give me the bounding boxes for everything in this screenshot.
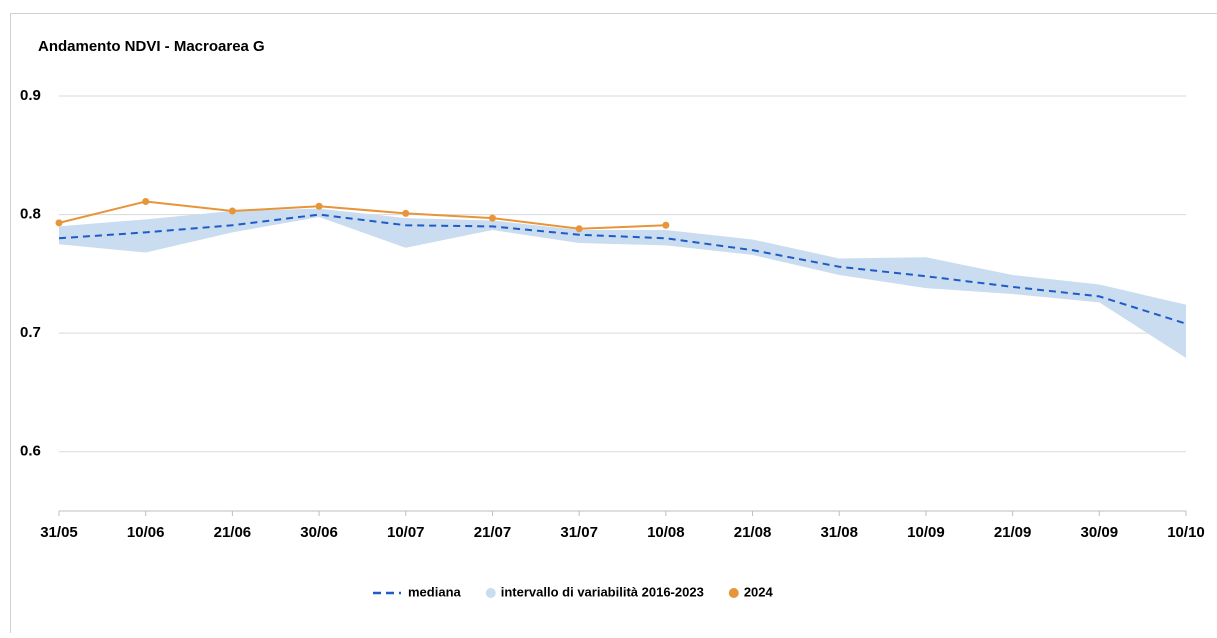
point <box>229 208 236 215</box>
legend-label: 2024 <box>744 584 774 599</box>
point <box>402 210 409 217</box>
point <box>662 222 669 229</box>
x-tick-label: 21/07 <box>474 524 512 541</box>
legend-label: intervallo di variabilità 2016-2023 <box>501 584 704 599</box>
chart-title: Andamento NDVI - Macroarea G <box>38 38 265 55</box>
y-tick-label: 0.6 <box>20 443 41 460</box>
legend-swatch <box>729 588 739 598</box>
point <box>56 219 63 226</box>
x-tick-label: 30/06 <box>300 524 338 541</box>
x-tick-label: 21/09 <box>994 524 1032 541</box>
point <box>576 225 583 232</box>
point <box>142 198 149 205</box>
x-tick-label: 31/07 <box>560 524 598 541</box>
x-tick-label: 21/08 <box>734 524 772 541</box>
x-tick-label: 10/07 <box>387 524 425 541</box>
x-tick-label: 10/08 <box>647 524 685 541</box>
legend-label: mediana <box>408 584 462 599</box>
y-tick-label: 0.7 <box>20 324 41 341</box>
x-tick-label: 21/06 <box>214 524 252 541</box>
x-tick-label: 10/09 <box>907 524 945 541</box>
legend: mediana intervallo di variabilità 2016-20… <box>373 584 774 599</box>
x-tick-label: 31/08 <box>820 524 858 541</box>
x-tick-label: 10/06 <box>127 524 165 541</box>
legend-swatch <box>486 588 496 598</box>
point <box>316 203 323 210</box>
chart-frame <box>11 14 1217 634</box>
x-tick-label: 10/10 <box>1167 524 1205 541</box>
y-tick-label: 0.8 <box>20 206 41 223</box>
point <box>489 215 496 222</box>
x-tick-label: 30/09 <box>1081 524 1119 541</box>
variability-band <box>59 209 1186 358</box>
x-tick-label: 31/05 <box>40 524 78 541</box>
y-tick-label: 0.9 <box>20 87 41 104</box>
